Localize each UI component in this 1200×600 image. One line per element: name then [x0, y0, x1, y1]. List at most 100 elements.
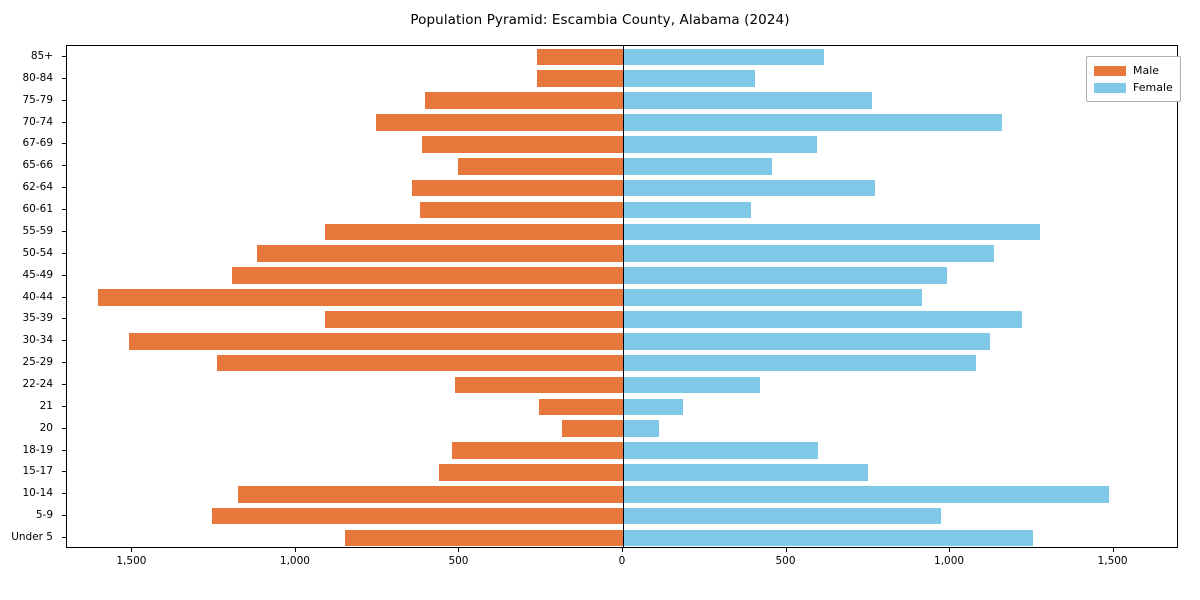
- bar-female-75-79[interactable]: [623, 92, 873, 109]
- bar-male-20[interactable]: [561, 420, 623, 438]
- bar-male-70-74[interactable]: [376, 114, 623, 131]
- bar-female-45-49[interactable]: [623, 267, 947, 284]
- y-tick-mark: [62, 471, 66, 473]
- plot-area: [66, 45, 1178, 548]
- bar-male-85-[interactable]: [537, 48, 623, 66]
- y-tick-label: Under 5: [11, 530, 53, 543]
- bar-female-20[interactable]: [623, 420, 659, 438]
- legend-label: Female: [1133, 81, 1173, 94]
- bar-female-30-34[interactable]: [623, 332, 990, 350]
- bar-female-25-29[interactable]: [623, 354, 977, 372]
- legend-entry-female[interactable]: Female: [1094, 79, 1173, 96]
- bar-female-40-44[interactable]: [623, 289, 922, 306]
- bar-row: [67, 398, 1177, 416]
- bar-male-22-24[interactable]: [454, 376, 623, 394]
- bar-female-21[interactable]: [623, 398, 683, 416]
- y-tick-label: 60-61: [22, 202, 53, 215]
- bar-row: [67, 529, 1177, 547]
- y-tick-label: 18-19: [22, 443, 53, 456]
- bar-row: [67, 420, 1177, 438]
- y-tick-label: 45-49: [22, 268, 53, 281]
- y-tick-label: 20: [39, 421, 53, 434]
- y-tick-mark: [62, 143, 66, 145]
- bar-row: [67, 114, 1177, 131]
- y-tick-mark: [62, 449, 66, 451]
- chart-title: Population Pyramid: Escambia County, Ala…: [410, 12, 790, 28]
- bar-row: [67, 92, 1177, 109]
- bar-male-10-14[interactable]: [238, 486, 623, 503]
- bar-row: [67, 332, 1177, 350]
- bar-female-22-24[interactable]: [623, 376, 760, 394]
- bar-male-35-39[interactable]: [325, 311, 623, 328]
- y-tick-label: 55-59: [22, 224, 53, 237]
- bar-male-55-59[interactable]: [324, 223, 623, 241]
- x-tick-label: 500: [448, 555, 469, 567]
- bar-row: [67, 267, 1177, 284]
- y-tick-label: 30-34: [22, 333, 53, 346]
- bar-male-40-44[interactable]: [98, 289, 623, 306]
- bar-male-5-9[interactable]: [211, 507, 623, 525]
- x-tick-mark: [1112, 548, 1114, 552]
- legend-label: Male: [1133, 64, 1160, 77]
- bar-female-under-5[interactable]: [623, 529, 1033, 547]
- bar-male-15-17[interactable]: [438, 464, 623, 481]
- chart-legend: Male Female: [1086, 56, 1181, 102]
- bar-row: [67, 157, 1177, 175]
- bar-male-62-64[interactable]: [412, 179, 623, 197]
- bar-row: [67, 376, 1177, 394]
- y-tick-label: 70-74: [22, 115, 53, 128]
- bar-row: [67, 223, 1177, 241]
- bar-female-18-19[interactable]: [623, 442, 819, 459]
- y-tick-mark: [62, 165, 66, 167]
- bar-female-50-54[interactable]: [623, 245, 995, 263]
- x-tick-mark: [131, 548, 133, 552]
- x-tick-mark: [949, 548, 951, 552]
- y-tick-mark: [62, 77, 66, 79]
- bar-male-25-29[interactable]: [217, 354, 623, 372]
- bar-female-55-59[interactable]: [623, 223, 1040, 241]
- bar-female-65-66[interactable]: [623, 157, 772, 175]
- bar-female-70-74[interactable]: [623, 114, 1003, 131]
- bar-male-18-19[interactable]: [451, 442, 623, 459]
- y-tick-mark: [62, 405, 66, 407]
- y-tick-mark: [62, 121, 66, 123]
- bar-female-85-[interactable]: [623, 48, 825, 66]
- bar-female-10-14[interactable]: [623, 486, 1109, 503]
- y-tick-label: 25-29: [22, 355, 53, 368]
- y-tick-label: 5-9: [35, 508, 53, 521]
- bar-female-62-64[interactable]: [623, 179, 876, 197]
- y-tick-label: 67-69: [22, 137, 53, 150]
- bar-female-67-69[interactable]: [623, 136, 817, 153]
- bar-male-80-84[interactable]: [537, 70, 623, 88]
- bar-female-35-39[interactable]: [623, 311, 1022, 328]
- bar-female-15-17[interactable]: [623, 464, 868, 481]
- y-tick-mark: [62, 515, 66, 517]
- zero-axis-line: [623, 46, 624, 547]
- y-tick-mark: [62, 296, 66, 298]
- bar-male-45-49[interactable]: [231, 267, 623, 284]
- bar-female-80-84[interactable]: [623, 70, 756, 88]
- bar-male-75-79[interactable]: [425, 92, 623, 109]
- bar-male-67-69[interactable]: [421, 136, 623, 153]
- bar-row: [67, 70, 1177, 88]
- x-axis: 1,500 1,000 500 0 500 1,000 1,500: [66, 548, 1178, 588]
- x-tick-mark: [294, 548, 296, 552]
- x-tick-mark: [458, 548, 460, 552]
- bar-male-21[interactable]: [538, 398, 623, 416]
- bar-male-30-34[interactable]: [129, 332, 623, 350]
- legend-swatch-female: [1094, 82, 1126, 93]
- legend-entry-male[interactable]: Male: [1094, 62, 1173, 79]
- bar-male-60-61[interactable]: [420, 201, 623, 219]
- bar-female-5-9[interactable]: [623, 507, 942, 525]
- y-tick-label: 35-39: [22, 312, 53, 325]
- bar-male-under-5[interactable]: [345, 529, 623, 547]
- y-tick-mark: [62, 362, 66, 364]
- y-tick-mark: [62, 187, 66, 189]
- x-tick-label: 500: [775, 555, 796, 567]
- bar-row: [67, 48, 1177, 66]
- bar-male-50-54[interactable]: [256, 245, 623, 263]
- bar-female-60-61[interactable]: [623, 201, 751, 219]
- bar-row: [67, 464, 1177, 481]
- x-tick-mark: [785, 548, 787, 552]
- bar-male-65-66[interactable]: [457, 157, 623, 175]
